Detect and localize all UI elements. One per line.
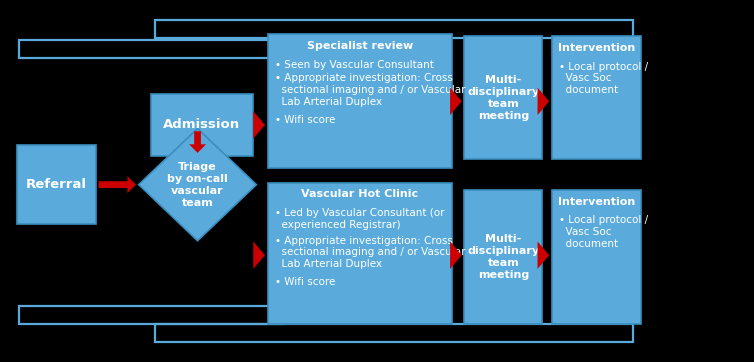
Polygon shape xyxy=(139,129,256,241)
Text: Intervention: Intervention xyxy=(558,43,635,53)
FancyBboxPatch shape xyxy=(268,34,452,168)
FancyBboxPatch shape xyxy=(464,190,542,324)
Text: Admission: Admission xyxy=(163,118,241,131)
Text: • Led by Vascular Consultant (or
  experienced Registrar): • Led by Vascular Consultant (or experie… xyxy=(275,208,445,230)
Text: • Wifi score: • Wifi score xyxy=(275,115,336,125)
FancyBboxPatch shape xyxy=(464,36,542,159)
Text: • Local protocol /
  Vasc Soc
  document: • Local protocol / Vasc Soc document xyxy=(559,62,648,95)
Text: • Wifi score: • Wifi score xyxy=(275,277,336,287)
Text: Specialist review: Specialist review xyxy=(307,41,413,51)
Text: • Seen by Vascular Consultant: • Seen by Vascular Consultant xyxy=(275,60,434,70)
FancyBboxPatch shape xyxy=(17,145,96,224)
Text: Triage
by on-call
vascular
team: Triage by on-call vascular team xyxy=(167,161,228,208)
FancyBboxPatch shape xyxy=(268,183,452,324)
FancyBboxPatch shape xyxy=(552,190,641,324)
Text: • Appropriate investigation: Cross
  sectional imaging and / or Vascular
  Lab A: • Appropriate investigation: Cross secti… xyxy=(275,236,466,269)
Text: Referral: Referral xyxy=(26,178,87,191)
Text: • Appropriate investigation: Cross
  sectional imaging and / or Vascular
  Lab A: • Appropriate investigation: Cross secti… xyxy=(275,73,466,107)
Text: Vascular Hot Clinic: Vascular Hot Clinic xyxy=(302,189,418,199)
FancyBboxPatch shape xyxy=(151,94,253,156)
FancyBboxPatch shape xyxy=(552,36,641,159)
Text: Intervention: Intervention xyxy=(558,197,635,207)
Text: • Local protocol /
  Vasc Soc
  document: • Local protocol / Vasc Soc document xyxy=(559,215,648,249)
Text: Multi-
disciplinary
team
meeting: Multi- disciplinary team meeting xyxy=(467,75,539,121)
Text: Multi-
disciplinary
team
meeting: Multi- disciplinary team meeting xyxy=(467,234,539,280)
